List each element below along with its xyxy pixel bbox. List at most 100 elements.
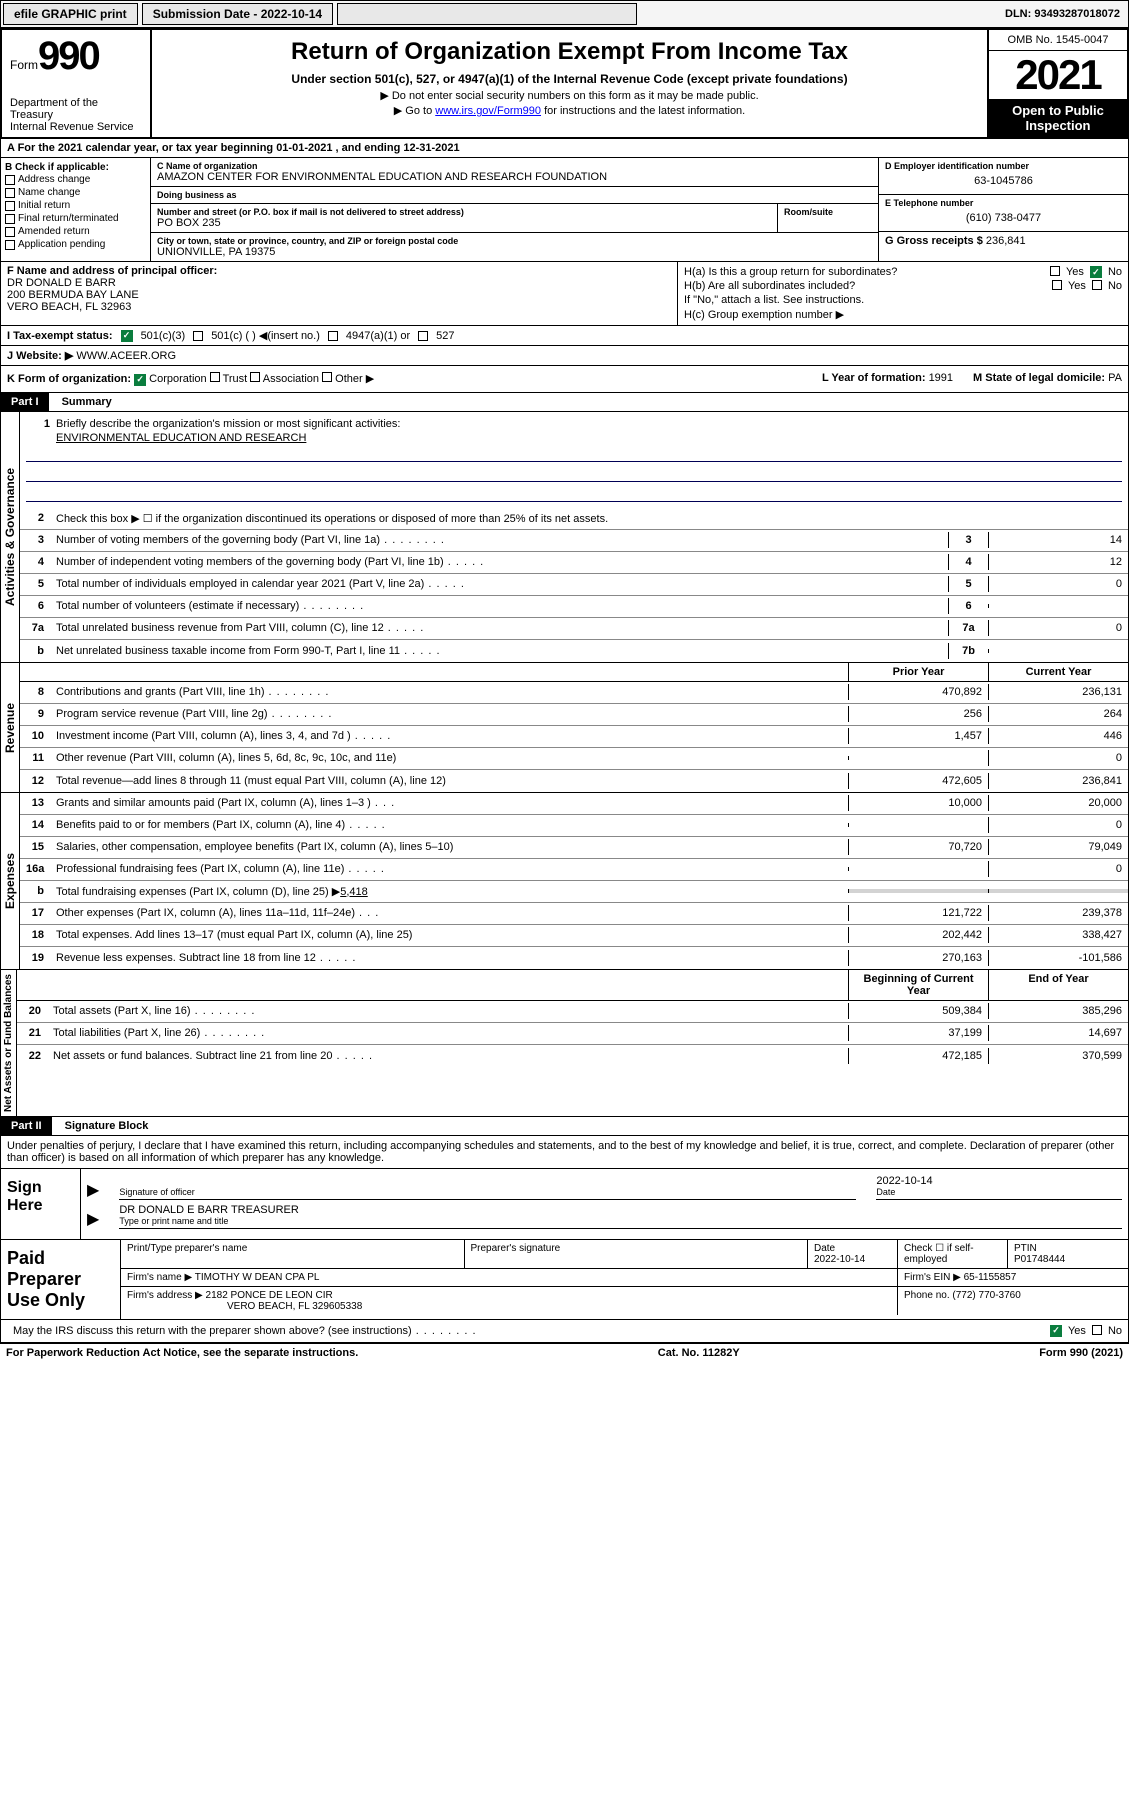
527-chk[interactable] — [418, 331, 428, 341]
firm-ein: 65-1155857 — [964, 1272, 1017, 1283]
k-label: K Form of organization: — [7, 373, 131, 385]
efile-button[interactable]: efile GRAPHIC print — [3, 3, 138, 25]
trust-chk[interactable] — [210, 372, 220, 382]
l16a-text: Professional fundraising fees (Part IX, … — [50, 861, 848, 877]
l15-text: Salaries, other compensation, employee b… — [50, 839, 848, 855]
header-mid: Return of Organization Exempt From Incom… — [152, 30, 987, 137]
c8: 236,131 — [988, 684, 1128, 700]
irs-label: Internal Revenue Service — [10, 121, 142, 133]
chk-amended[interactable] — [5, 227, 15, 237]
grey-16b-p — [848, 889, 988, 893]
l7a-text: Total unrelated business revenue from Pa… — [50, 620, 948, 636]
ha-label: H(a) Is this a group return for subordin… — [684, 266, 897, 278]
assoc-chk[interactable] — [250, 372, 260, 382]
org-name: AMAZON CENTER FOR ENVIRONMENTAL EDUCATIO… — [157, 171, 872, 183]
c15: 79,049 — [988, 839, 1128, 855]
c13: 20,000 — [988, 795, 1128, 811]
corp-checked[interactable]: ✓ — [134, 374, 146, 386]
l-label: L Year of formation: — [822, 372, 926, 384]
declaration: Under penalties of perjury, I declare th… — [0, 1136, 1129, 1169]
chk-pending[interactable] — [5, 240, 15, 250]
p20: 509,384 — [848, 1003, 988, 1019]
preparer-title: Paid Preparer Use Only — [1, 1240, 121, 1319]
l19-text: Revenue less expenses. Subtract line 18 … — [50, 950, 848, 966]
c10: 446 — [988, 728, 1128, 744]
chk-final[interactable] — [5, 214, 15, 224]
officer-name: DR DONALD E BARR — [7, 277, 671, 289]
irs-link[interactable]: www.irs.gov/Form990 — [435, 105, 541, 117]
discuss-yes-checked[interactable]: ✓ — [1050, 1325, 1062, 1337]
c21: 14,697 — [988, 1025, 1128, 1041]
l22-text: Net assets or fund balances. Subtract li… — [47, 1048, 848, 1064]
dept-label: Department of the Treasury — [10, 97, 142, 121]
p22: 472,185 — [848, 1048, 988, 1064]
col-b: B Check if applicable: Address change Na… — [1, 158, 151, 261]
hdr-begin: Beginning of Current Year — [848, 970, 988, 1000]
l6-text: Total number of volunteers (estimate if … — [50, 598, 948, 614]
c12: 236,841 — [988, 773, 1128, 789]
form-word: Form — [10, 58, 38, 72]
street-label: Number and street (or P.O. box if mail i… — [157, 207, 771, 217]
i-label: I Tax-exempt status: — [7, 330, 113, 342]
sidebar-revenue: Revenue — [1, 663, 20, 792]
prep-date: 2022-10-14 — [814, 1254, 865, 1265]
col-d: D Employer identification number 63-1045… — [878, 158, 1128, 261]
501c-chk[interactable] — [193, 331, 203, 341]
prep-sig-label: Preparer's signature — [471, 1243, 802, 1254]
l13-text: Grants and similar amounts paid (Part IX… — [50, 795, 848, 811]
4947-chk[interactable] — [328, 331, 338, 341]
c20: 385,296 — [988, 1003, 1128, 1019]
p8: 470,892 — [848, 684, 988, 700]
sidebar-governance: Activities & Governance — [1, 412, 20, 662]
prep-name-label: Print/Type preparer's name — [127, 1243, 458, 1254]
l21-text: Total liabilities (Part X, line 26) — [47, 1025, 848, 1041]
mission-blank — [26, 446, 1122, 462]
l18-text: Total expenses. Add lines 13–17 (must eq… — [50, 927, 848, 943]
p9: 256 — [848, 706, 988, 722]
discuss-no[interactable] — [1092, 1325, 1102, 1335]
chk-initial[interactable] — [5, 201, 15, 211]
chk-address[interactable] — [5, 175, 15, 185]
l16b-value: 5,418 — [340, 886, 368, 898]
p15: 70,720 — [848, 839, 988, 855]
ptin-value: P01748444 — [1014, 1254, 1065, 1265]
ein-value: 63-1045786 — [885, 171, 1122, 191]
open-public-badge: Open to Public Inspection — [989, 99, 1127, 137]
p18: 202,442 — [848, 927, 988, 943]
sig-officer-label: Signature of officer — [119, 1187, 856, 1197]
sidebar-netassets: Net Assets or Fund Balances — [1, 970, 17, 1116]
l14-text: Benefits paid to or for members (Part IX… — [50, 817, 848, 833]
501c3-checked[interactable]: ✓ — [121, 330, 133, 342]
hb-yes[interactable] — [1052, 280, 1062, 290]
l4-text: Number of independent voting members of … — [50, 554, 948, 570]
p19: 270,163 — [848, 950, 988, 966]
section-j: J Website: ▶ WWW.ACEER.ORG — [0, 346, 1129, 366]
sign-date: 2022-10-14 — [876, 1175, 1122, 1187]
l5-text: Total number of individuals employed in … — [50, 576, 948, 592]
l12-text: Total revenue—add lines 8 through 11 (mu… — [50, 773, 848, 789]
p13: 10,000 — [848, 795, 988, 811]
l10-text: Investment income (Part VIII, column (A)… — [50, 728, 848, 744]
firm-name-label: Firm's name ▶ — [127, 1272, 192, 1283]
city-value: UNIONVILLE, PA 19375 — [157, 246, 872, 258]
m-label: M State of legal domicile: — [973, 372, 1105, 384]
l17-text: Other expenses (Part IX, column (A), lin… — [50, 905, 848, 921]
firm-phone: (772) 770-3760 — [952, 1290, 1020, 1301]
ha-no-checked[interactable]: ✓ — [1090, 266, 1102, 278]
submission-date-button[interactable]: Submission Date - 2022-10-14 — [142, 3, 333, 25]
revenue-block: Revenue Prior YearCurrent Year 8Contribu… — [0, 663, 1129, 793]
other-chk[interactable] — [322, 372, 332, 382]
firm-ein-label: Firm's EIN ▶ — [904, 1272, 961, 1283]
gross-value: 236,841 — [986, 235, 1026, 247]
expenses-block: Expenses 13Grants and similar amounts pa… — [0, 793, 1129, 970]
hb-no[interactable] — [1092, 280, 1102, 290]
mission-blank — [26, 466, 1122, 482]
room-label: Room/suite — [784, 207, 872, 217]
p10: 1,457 — [848, 728, 988, 744]
tax-year: 2021 — [989, 51, 1127, 99]
chk-name[interactable] — [5, 188, 15, 198]
section-fh: F Name and address of principal officer:… — [0, 262, 1129, 326]
ein-label: D Employer identification number — [885, 161, 1122, 171]
col-h: H(a) Is this a group return for subordin… — [678, 262, 1128, 325]
ha-yes[interactable] — [1050, 266, 1060, 276]
